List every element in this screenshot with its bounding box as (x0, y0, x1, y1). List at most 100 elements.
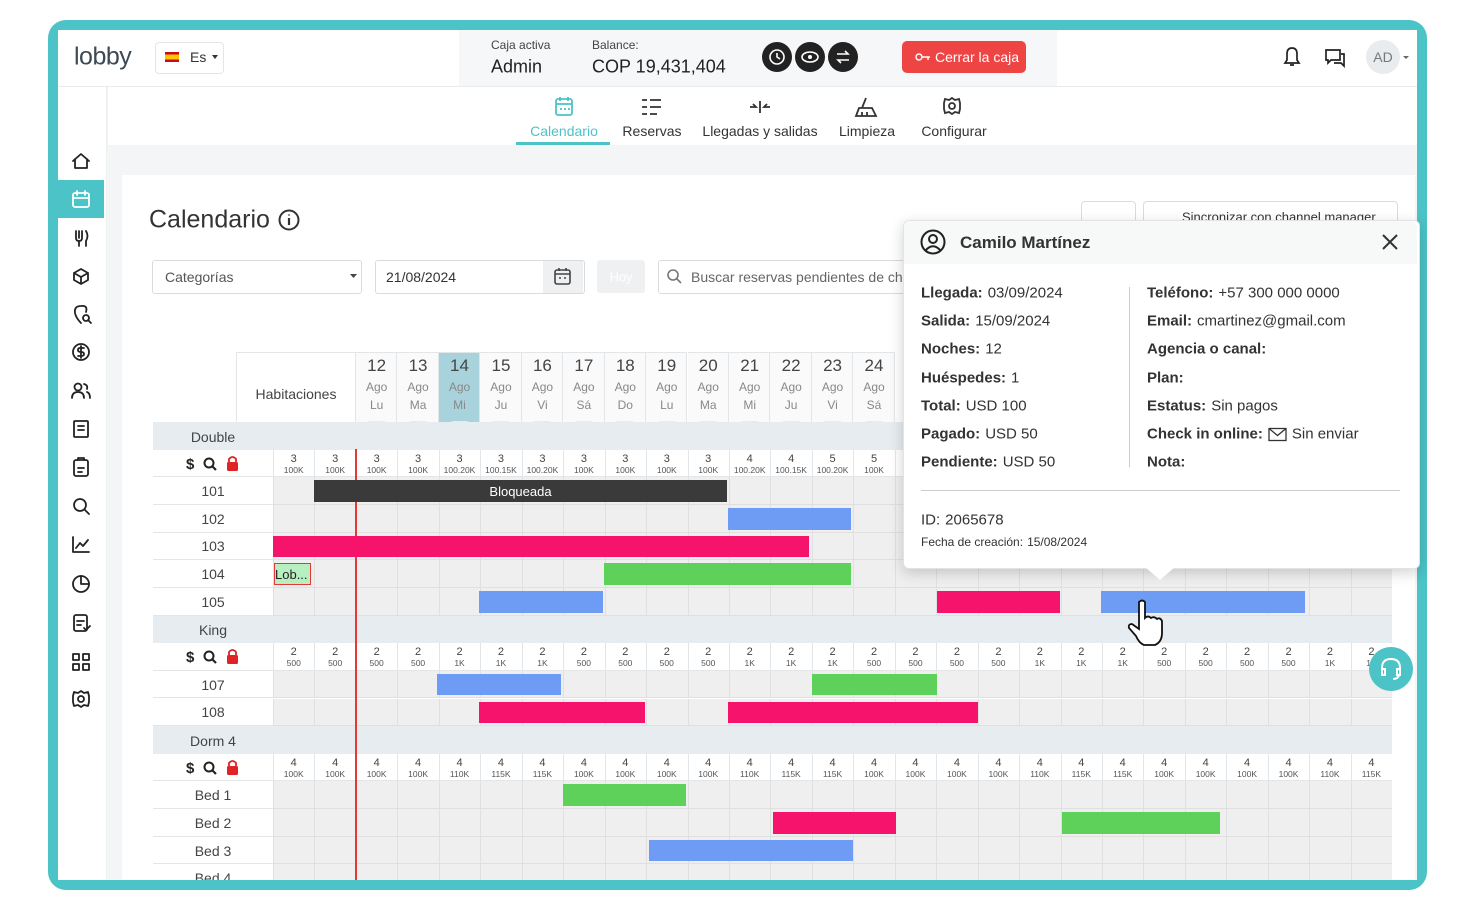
booking[interactable] (728, 701, 978, 724)
day-month: Ago (863, 380, 885, 394)
icon-tasks[interactable] (73, 614, 91, 632)
booking[interactable] (563, 784, 686, 807)
date-value[interactable]: 21/08/2024 (386, 269, 457, 285)
grid-line (894, 449, 896, 478)
day-number: 19 (657, 356, 677, 375)
availability-count: 4 (373, 756, 380, 769)
tab[interactable]: Llegadas y salidas (702, 123, 818, 139)
tab[interactable]: Reservas (622, 123, 682, 139)
booking[interactable] (937, 590, 1060, 613)
icon-calendar[interactable] (72, 190, 90, 208)
icon-payments[interactable] (72, 343, 90, 361)
date-input[interactable] (375, 260, 585, 294)
row-actions[interactable]: $ (184, 648, 254, 668)
today-button[interactable] (597, 260, 645, 293)
availability-count: 3 (332, 452, 339, 465)
icon-reports[interactable] (72, 536, 90, 553)
booking[interactable] (812, 673, 937, 696)
icon-restaurant[interactable] (75, 230, 89, 247)
icon-users[interactable] (71, 382, 91, 399)
room-row (153, 670, 273, 699)
avatar-circle[interactable] (1366, 40, 1400, 74)
grid-line (1267, 670, 1269, 699)
info-icon[interactable] (277, 208, 307, 238)
row-actions[interactable]: $ (184, 455, 254, 475)
booking[interactable] (604, 563, 851, 585)
booking[interactable] (437, 673, 561, 696)
availability-price: 500 (1198, 658, 1213, 669)
language[interactable]: Es (190, 49, 207, 65)
booking[interactable] (1101, 590, 1305, 613)
balance-label: Balance: (592, 38, 639, 52)
avatar[interactable]: AD (1373, 49, 1393, 65)
category-select-label[interactable]: Categorías (165, 269, 234, 285)
booking[interactable] (479, 590, 603, 613)
notifications[interactable] (1283, 47, 1301, 66)
icon-products[interactable] (73, 268, 89, 285)
grid-line (314, 643, 316, 671)
tab[interactable]: Limpieza (838, 123, 896, 139)
availability-count: 4 (1244, 756, 1251, 769)
close-register-label[interactable]: Cerrar la caja (935, 49, 1020, 65)
booking[interactable] (773, 812, 896, 834)
grid-line (1102, 836, 1103, 865)
room-row (153, 587, 273, 616)
tab[interactable]: Calendario (530, 123, 598, 139)
logo[interactable]: lobby (74, 42, 132, 71)
support-button[interactable] (1368, 646, 1418, 696)
booking[interactable] (1062, 812, 1220, 834)
transfer-button[interactable] (828, 42, 858, 72)
availability-price: 100K (283, 768, 304, 779)
availability-count: 2 (953, 646, 960, 659)
grid-line (687, 864, 689, 880)
icon-location[interactable] (73, 304, 92, 324)
icon-settings[interactable] (72, 690, 90, 708)
room-cells (273, 864, 1392, 880)
icon-pie[interactable] (72, 575, 90, 593)
close-register-button[interactable] (902, 41, 1026, 73)
field-label: Huéspedes: (921, 369, 1007, 387)
day-weekday: Lu (369, 398, 384, 412)
tab[interactable]: Configurar (921, 123, 987, 139)
messages[interactable] (1325, 49, 1345, 69)
grid-line (687, 670, 689, 699)
grid-line (604, 504, 606, 533)
search-placeholder[interactable]: Buscar reservas pendientes de che (691, 269, 911, 285)
popup-field: Agencia o canal: (1147, 341, 1266, 358)
grid-line (687, 781, 689, 810)
grid-line (397, 753, 399, 782)
grid-line (604, 809, 606, 837)
row-actions[interactable]: $ (184, 759, 254, 779)
grid-line (521, 809, 523, 837)
booking[interactable] (479, 701, 645, 724)
booking[interactable] (273, 535, 809, 558)
grid-line (1309, 809, 1311, 837)
history-button[interactable] (762, 42, 792, 72)
booking[interactable]: Lob... (274, 563, 311, 585)
grid-line (687, 587, 689, 616)
booking[interactable] (728, 507, 851, 530)
grid-line (563, 670, 565, 699)
grid-line (1350, 643, 1352, 671)
icon-book[interactable] (73, 420, 89, 438)
grid-line (728, 864, 730, 880)
view-button[interactable] (795, 42, 825, 72)
booking[interactable] (649, 839, 853, 862)
category-select[interactable] (152, 260, 362, 294)
grid-line (853, 449, 855, 478)
icon-clipboard[interactable] (73, 457, 89, 477)
icon-apps[interactable] (72, 653, 90, 671)
icon-search[interactable] (73, 498, 90, 515)
icon-home[interactable] (72, 153, 90, 169)
language-select[interactable] (155, 42, 224, 74)
grid-line (936, 587, 938, 616)
today-button-label[interactable]: Hoy (609, 269, 633, 285)
close-popup[interactable] (1381, 233, 1401, 253)
grid-line (314, 560, 316, 588)
field-label: Noches: (921, 340, 981, 358)
grid-line (728, 477, 730, 505)
booking[interactable]: Bloqueada (314, 480, 727, 502)
date-picker-button[interactable] (543, 261, 583, 293)
popup-field: Noches: 12 (921, 341, 1002, 358)
grid-line (273, 643, 274, 671)
